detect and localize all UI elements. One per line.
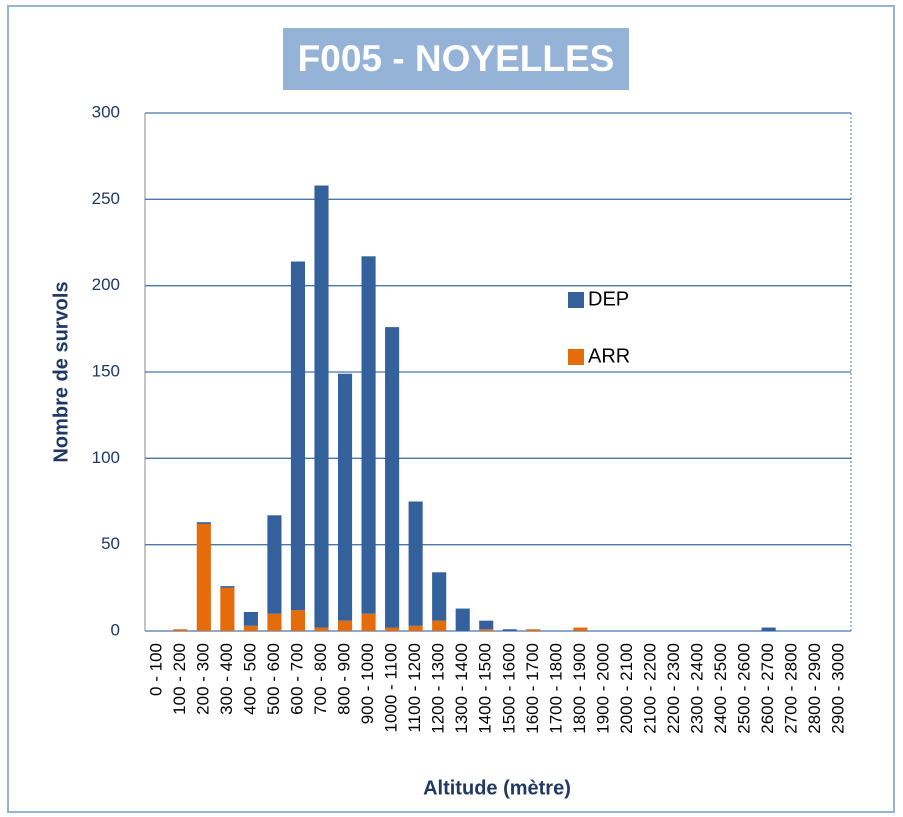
bar-segment bbox=[361, 256, 376, 614]
title-box bbox=[283, 28, 629, 90]
x-tick-label: 400 - 500 bbox=[240, 643, 259, 715]
x-tick-label: 700 - 800 bbox=[311, 643, 330, 715]
x-tick-label: 0 - 100 bbox=[146, 643, 165, 696]
legend-label: ARR bbox=[588, 345, 630, 367]
bar-segment bbox=[290, 610, 306, 631]
bar-segment bbox=[220, 587, 235, 631]
bar-segment bbox=[243, 612, 258, 626]
bar-segment bbox=[502, 629, 517, 631]
chart-title: F005 - NOYELLES bbox=[298, 38, 615, 79]
y-tick-label: 300 bbox=[92, 102, 120, 121]
x-tick-label: 1000 - 1100 bbox=[382, 643, 401, 732]
bar-segment bbox=[314, 627, 329, 631]
bar-segment bbox=[479, 629, 494, 631]
x-tick-label: 800 - 900 bbox=[335, 643, 354, 715]
x-tick-label: 1100 - 1200 bbox=[405, 643, 424, 732]
x-tick-label: 2000 - 2100 bbox=[617, 643, 636, 734]
bar-segment bbox=[196, 522, 211, 524]
bar-segment bbox=[290, 261, 306, 611]
bar-segment bbox=[432, 572, 447, 621]
bar-segment bbox=[761, 627, 776, 631]
x-tick-label: 2900 - 3000 bbox=[829, 643, 848, 734]
x-tick-label: 2100 - 2200 bbox=[640, 643, 659, 734]
x-tick-label: 2600 - 2700 bbox=[758, 643, 777, 734]
x-tick-label: 1200 - 1300 bbox=[429, 643, 448, 734]
x-tick-label: 1300 - 1400 bbox=[452, 643, 471, 734]
legend-label: DEP bbox=[588, 288, 629, 310]
x-tick-label: 100 - 200 bbox=[170, 643, 189, 715]
x-tick-label: 1600 - 1700 bbox=[523, 643, 542, 734]
bar-segment bbox=[337, 373, 353, 621]
x-tick-label: 1700 - 1800 bbox=[546, 643, 565, 734]
x-tick-label: 1800 - 1900 bbox=[570, 643, 589, 734]
y-tick-label: 100 bbox=[92, 448, 120, 467]
y-tick-label: 0 bbox=[111, 620, 120, 639]
chart-frame bbox=[7, 5, 895, 813]
x-tick-label: 1400 - 1500 bbox=[476, 643, 495, 734]
x-tick-label: 2400 - 2500 bbox=[711, 643, 730, 734]
bar-segment bbox=[408, 625, 423, 631]
x-tick-label: 1500 - 1600 bbox=[499, 643, 518, 734]
x-tick-label: 2200 - 2300 bbox=[664, 643, 683, 734]
bar-segment bbox=[173, 629, 188, 631]
x-tick-label: 2500 - 2600 bbox=[735, 643, 754, 734]
x-tick-label: 2300 - 2400 bbox=[688, 643, 707, 734]
legend-swatch bbox=[568, 292, 584, 308]
x-tick-label: 2800 - 2900 bbox=[805, 643, 824, 734]
bar-segment bbox=[385, 327, 400, 628]
y-tick-label: 200 bbox=[92, 275, 120, 294]
x-tick-label: 900 - 1000 bbox=[358, 643, 377, 724]
x-axis-label: Altitude (mètre) bbox=[423, 777, 571, 799]
bar-segment bbox=[385, 627, 400, 631]
bar-segment bbox=[220, 586, 235, 588]
bar-segment bbox=[361, 613, 376, 631]
x-tick-label: 300 - 400 bbox=[217, 643, 236, 715]
bar-segment bbox=[267, 515, 282, 614]
bar-segment bbox=[573, 627, 588, 631]
bar-segment bbox=[479, 620, 494, 630]
x-tick-label: 1900 - 2000 bbox=[593, 643, 612, 734]
bar-segment bbox=[267, 613, 282, 631]
y-tick-label: 50 bbox=[101, 534, 120, 553]
bar-segment bbox=[314, 185, 329, 628]
bar-segment bbox=[196, 523, 211, 631]
bar-segment bbox=[455, 608, 470, 631]
x-tick-label: 200 - 300 bbox=[193, 643, 212, 715]
y-axis-label: Nombre de survols bbox=[50, 281, 72, 462]
bar-segment bbox=[526, 629, 541, 631]
y-tick-label: 150 bbox=[92, 361, 120, 380]
bar-segment bbox=[432, 620, 447, 631]
x-tick-label: 600 - 700 bbox=[287, 643, 306, 715]
x-tick-label: 500 - 600 bbox=[264, 643, 283, 715]
y-tick-label: 250 bbox=[92, 189, 120, 208]
legend-swatch bbox=[568, 349, 584, 365]
x-tick-label: 2700 - 2800 bbox=[782, 643, 801, 734]
bar-segment bbox=[337, 620, 353, 631]
bar-segment bbox=[243, 625, 258, 631]
bar-segment bbox=[408, 501, 423, 626]
